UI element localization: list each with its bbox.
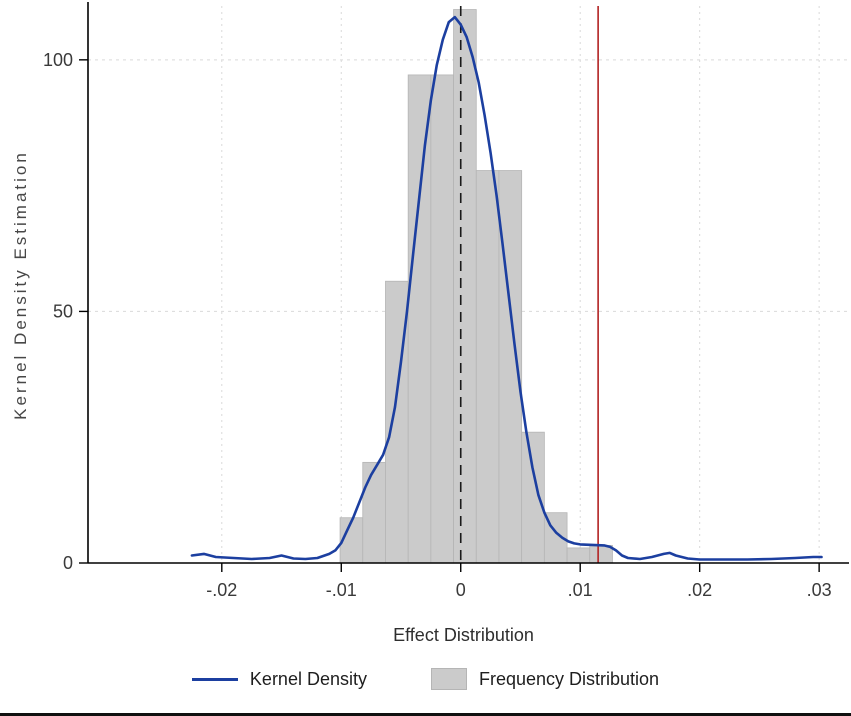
frequency-distribution-box-swatch — [430, 668, 467, 690]
legend: Kernel Density Frequency Distribution — [0, 668, 851, 690]
x-tick-label: .02 — [687, 580, 712, 600]
legend-item-kernel-density: Kernel Density — [191, 668, 367, 690]
histogram-bar — [407, 74, 432, 564]
x-tick-label: -.02 — [206, 580, 237, 600]
x-axis-title: Effect Distribution — [393, 625, 534, 645]
legend-item-frequency-distribution: Frequency Distribution — [430, 668, 660, 690]
kernel-density-line-swatch — [191, 677, 238, 681]
kernel-density-curve — [190, 15, 823, 561]
legend-label-kernel-density: Kernel Density — [249, 668, 367, 689]
figure-bottom-border — [0, 713, 851, 716]
x-tick-label: .03 — [807, 580, 832, 600]
histogram-bar — [589, 544, 613, 564]
x-tick-label: -.01 — [326, 580, 357, 600]
legend-label-frequency-distribution: Frequency Distribution — [478, 668, 660, 689]
histogram-bar — [566, 547, 591, 564]
y-tick-label: 0 — [63, 553, 73, 573]
x-tick-label: 0 — [456, 580, 466, 600]
histogram-bar — [453, 9, 477, 564]
y-axis-title: Kernel Density Estimation — [11, 150, 30, 420]
y-tick-label: 100 — [43, 50, 73, 70]
histogram-bar — [521, 431, 545, 564]
chart-canvas: 0 50 100 -.02 -.01 0 .01 .02 .03 Effect Distribut… — [11, 2, 849, 645]
histogram-bar — [475, 170, 500, 564]
y-tick-label: 50 — [53, 301, 73, 321]
x-tick-label: .01 — [568, 580, 593, 600]
histogram-bar — [362, 461, 386, 564]
histogram-bar — [430, 74, 454, 564]
